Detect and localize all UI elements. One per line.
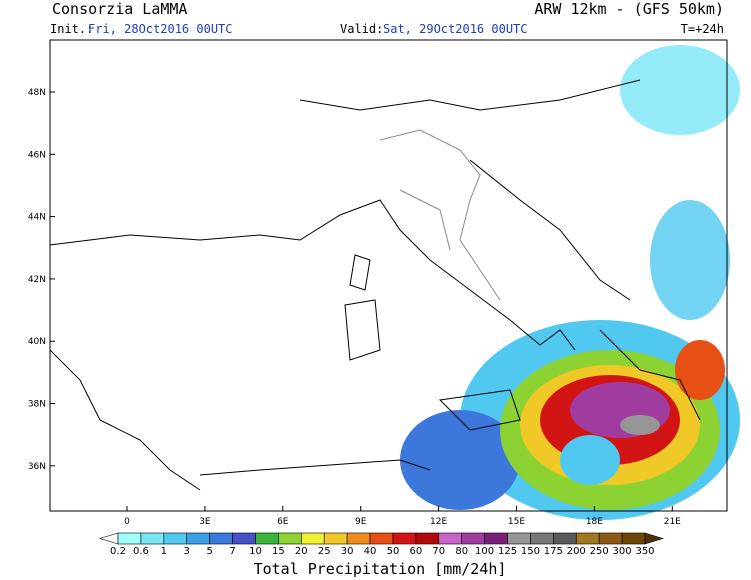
- colorbar-label: 30: [341, 546, 354, 557]
- colorbar-caption: Total Precipitation [mm/24h]: [254, 560, 507, 578]
- colorbar-swatch: [484, 532, 508, 545]
- colorbar-low-arrow: [98, 532, 119, 545]
- lon-label: 3E: [199, 517, 211, 527]
- lon-label: 12E: [430, 517, 447, 527]
- colorbar-swatch: [117, 532, 142, 545]
- lead-time: T=+24h: [681, 22, 724, 36]
- colorbar-label: 25: [318, 546, 331, 557]
- init-value: Fri, 28Oct2016 00UTC: [88, 22, 233, 36]
- colorbar-swatch: [575, 532, 600, 545]
- colorbar-swatch: [621, 532, 646, 545]
- lat-label: 38N: [28, 400, 46, 410]
- coastlines: [49, 79, 701, 491]
- colorbar-label: 70: [432, 546, 445, 557]
- colorbar-swatch: [163, 532, 188, 545]
- colorbar-label: 0.6: [133, 546, 149, 557]
- colorbar-label: 50: [387, 546, 400, 557]
- lat-label: 36N: [28, 462, 46, 472]
- colorbar-swatch: [598, 532, 623, 545]
- colorbar-label: 200: [567, 546, 586, 557]
- colorbar: 0.2 0.6 1 3 5 7 10 15 20 25 30 40 50 60 70 80 100 125 150 1…: [98, 532, 665, 557]
- lon-label: 9E: [355, 517, 367, 527]
- colorbar-swatch: [186, 532, 210, 545]
- colorbar-label: 300: [613, 546, 632, 557]
- colorbar-label: 40: [364, 546, 377, 557]
- colorbar-swatch: [255, 532, 279, 545]
- colorbar-swatch: [140, 532, 165, 545]
- colorbar-label: 60: [410, 546, 423, 557]
- valid-value: Sat, 29Oct2016 00UTC: [383, 22, 528, 36]
- lon-label: 6E: [277, 517, 289, 527]
- colorbar-label: 20: [295, 546, 308, 557]
- colorbar-high-arrow: [644, 532, 665, 545]
- colorbar-label: 7: [229, 546, 235, 557]
- colorbar-label: 250: [590, 546, 609, 557]
- colorbar-label: 10: [249, 546, 262, 557]
- colorbar-label: 15: [272, 546, 285, 557]
- colorbar-swatch: [461, 532, 485, 545]
- colorbar-label: 100: [475, 546, 494, 557]
- colorbar-swatch: [232, 532, 256, 545]
- source: Consorzia LaMMA: [52, 0, 187, 18]
- colorbar-label: 350: [635, 546, 654, 557]
- colorbar-label: 125: [498, 546, 517, 557]
- lat-label: 44N: [28, 213, 46, 223]
- colorbar-swatch: [507, 532, 531, 545]
- colorbar-swatch: [278, 532, 302, 545]
- colorbar-swatch: [369, 532, 394, 545]
- lon-label: 18E: [586, 517, 603, 527]
- lat-label: 42N: [28, 275, 46, 285]
- colorbar-swatch: [392, 532, 417, 545]
- colorbar-swatch: [346, 532, 371, 545]
- lat-label: 40N: [28, 337, 46, 347]
- precipitation: [400, 45, 740, 520]
- colorbar-swatch: [553, 532, 577, 545]
- colorbar-label: 150: [521, 546, 540, 557]
- borders: [379, 129, 501, 301]
- init-label: Init.:: [50, 22, 93, 36]
- lat-label: 46N: [28, 150, 46, 160]
- valid-label: Valid:: [340, 22, 383, 36]
- colorbar-swatch: [415, 532, 440, 545]
- colorbar-label: 0.2: [110, 546, 126, 557]
- colorbar-label: 1: [161, 546, 167, 557]
- model: ARW 12km - (GFS 50km): [534, 0, 724, 18]
- colorbar-swatch: [530, 532, 554, 545]
- colorbar-label: 5: [206, 546, 212, 557]
- map-frame: [49, 39, 728, 512]
- colorbar-swatch: [438, 532, 462, 545]
- lon-label: 0: [124, 517, 130, 527]
- lat-label: 48N: [28, 88, 46, 98]
- colorbar-label: 80: [455, 546, 468, 557]
- colorbar-swatch: [209, 532, 233, 545]
- colorbar-swatch: [301, 532, 325, 545]
- lon-label: 15E: [508, 517, 525, 527]
- colorbar-label: 175: [544, 546, 563, 557]
- axes: 48N 46N 44N 42N 40N 38N 36N 0 3E 6E 9E 12E 15E 18E 21E: [28, 88, 681, 527]
- colorbar-label: 3: [184, 546, 190, 557]
- colorbar-swatch: [323, 532, 348, 545]
- map: [49, 39, 740, 520]
- lon-label: 21E: [664, 517, 681, 527]
